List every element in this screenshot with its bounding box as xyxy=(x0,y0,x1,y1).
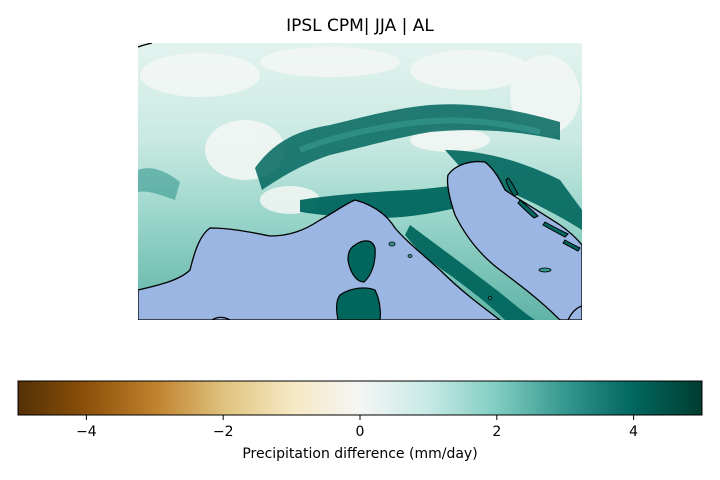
precip-field-apennines xyxy=(405,225,535,320)
map-title: IPSL CPM| JJA | AL xyxy=(286,16,434,36)
colorbar-tick-label: 2 xyxy=(492,424,502,440)
coast-fragment-southeast xyxy=(567,305,582,320)
map-panel xyxy=(138,43,582,320)
coast-fragment-northwest xyxy=(138,43,153,48)
colorbar-tick-label: 4 xyxy=(629,424,639,440)
small-islands xyxy=(388,241,552,300)
islands-dalmatia xyxy=(505,177,581,252)
colorbar xyxy=(17,380,703,420)
island-corsica xyxy=(347,240,376,283)
sea-adriatic xyxy=(446,160,582,320)
island-sardinia xyxy=(336,287,381,320)
colorbar-label: Precipitation difference (mm/day) xyxy=(242,446,478,462)
colorbar-bar xyxy=(17,380,703,416)
colorbar-tick-label: −4 xyxy=(76,424,97,440)
sea-mediterranean xyxy=(138,199,502,320)
colorbar-tick-label: 0 xyxy=(355,424,365,440)
colorbar-ticks xyxy=(85,415,635,420)
colorbar-tick-label: −2 xyxy=(212,424,234,440)
coast-fragment-south xyxy=(211,316,231,320)
